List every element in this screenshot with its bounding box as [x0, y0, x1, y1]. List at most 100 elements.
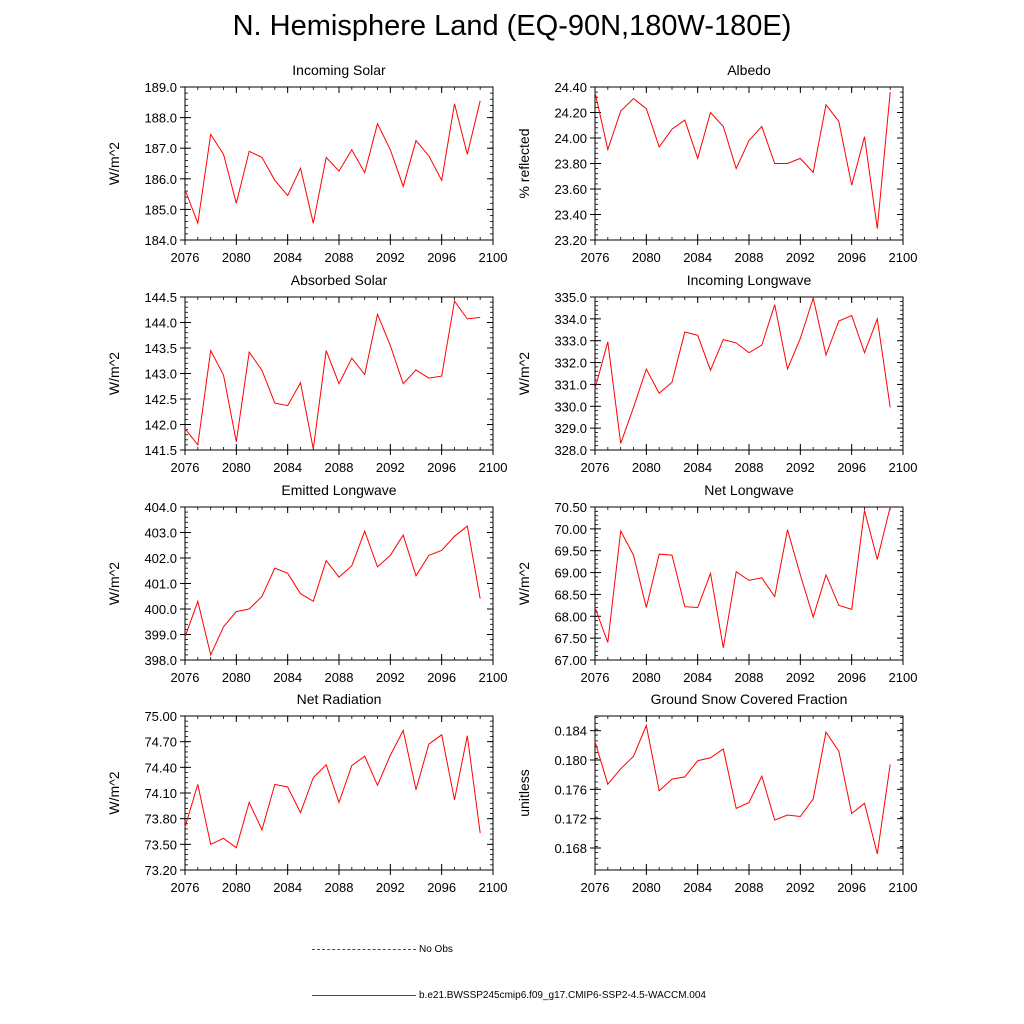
x-tick-label: 2080: [632, 460, 661, 475]
y-tick-label: 187.0: [144, 141, 177, 156]
y-tick-label: 142.5: [144, 392, 177, 407]
x-tick-label: 2100: [479, 250, 508, 265]
x-tick-label: 2100: [479, 880, 508, 895]
y-tick-label: 142.0: [144, 418, 177, 433]
x-tick-label: 2096: [427, 880, 456, 895]
x-tick-label: 2084: [273, 880, 302, 895]
legend-no-obs-label: No Obs: [419, 944, 453, 955]
x-tick-label: 2076: [171, 670, 200, 685]
x-tick-label: 2100: [479, 460, 508, 475]
y-tick-label: 0.184: [554, 724, 587, 739]
y-tick-label: 70.50: [554, 500, 587, 515]
legend-model-line: [312, 994, 416, 996]
y-tick-label: 398.0: [144, 653, 177, 668]
y-tick-label: 67.50: [554, 631, 587, 646]
panel-2: 2076 2080 2084 2088 2092 2096 2100 23.20 23.40 23…: [516, 62, 917, 265]
x-tick-label: 2096: [837, 880, 866, 895]
x-tick-label: 2092: [376, 670, 405, 685]
series-line: [594, 723, 891, 855]
y-tick-label: 189.0: [144, 80, 177, 95]
x-tick-label: 2080: [222, 250, 251, 265]
x-tick-label: 2084: [683, 460, 712, 475]
x-tick-label: 2092: [376, 460, 405, 475]
y-tick-label: 68.50: [554, 587, 587, 602]
legend-no-obs-line: [312, 948, 416, 950]
series-line: [184, 100, 481, 226]
y-tick-label: 70.00: [554, 522, 587, 537]
y-tick-label: 334.0: [554, 312, 587, 327]
x-tick-label: 2088: [325, 460, 354, 475]
plot-frame: [184, 296, 494, 451]
x-tick-label: 2092: [376, 880, 405, 895]
y-tick-label: 0.168: [554, 841, 587, 856]
legend-model: b.e21.BWSSP245cmip6.f09_g17.CMIP6-SSP2-4…: [312, 990, 706, 1001]
y-tick-label: 329.0: [554, 421, 587, 436]
y-axis-label: W/m^2: [516, 352, 532, 395]
plot-frame: [184, 506, 494, 661]
y-tick-label: 143.5: [144, 341, 177, 356]
panel-title: Incoming Longwave: [687, 272, 812, 288]
panel-4: 2076 2080 2084 2088 2092 2096 2100 328.0 329.0 33…: [516, 272, 917, 475]
y-tick-label: 330.0: [554, 399, 587, 414]
y-tick-label: 141.5: [144, 443, 177, 458]
x-tick-label: 2088: [735, 460, 764, 475]
y-tick-label: 24.20: [554, 106, 587, 121]
x-tick-label: 2100: [889, 880, 918, 895]
panel-1: 2076 2080 2084 2088 2092 2096 2100 184.0 185.0 18…: [106, 62, 507, 265]
y-tick-label: 23.80: [554, 157, 587, 172]
panel-7: 2076 2080 2084 2088 2092 2096 2100 73.20 73.50 73…: [106, 691, 507, 895]
plot-frame: [594, 296, 904, 451]
panel-title: Net Longwave: [704, 482, 794, 498]
y-tick-label: 69.00: [554, 566, 587, 581]
y-axis-label: unitless: [516, 769, 532, 816]
x-tick-label: 2076: [581, 250, 610, 265]
panel-5: 2076 2080 2084 2088 2092 2096 2100 398.0 399.0 40…: [106, 482, 507, 685]
series-line: [594, 506, 891, 648]
panel-6: 2076 2080 2084 2088 2092 2096 2100 67.00 67.50 68…: [516, 482, 917, 685]
y-tick-label: 184.0: [144, 233, 177, 248]
y-tick-label: 331.0: [554, 377, 587, 392]
x-tick-label: 2088: [325, 670, 354, 685]
x-tick-label: 2096: [427, 670, 456, 685]
y-axis-label: W/m^2: [106, 352, 122, 395]
x-tick-label: 2076: [581, 670, 610, 685]
y-tick-label: 24.40: [554, 80, 587, 95]
plot-frame: [594, 715, 904, 871]
x-tick-label: 2100: [889, 460, 918, 475]
x-tick-label: 2100: [889, 250, 918, 265]
y-tick-label: 67.00: [554, 653, 587, 668]
x-tick-label: 2096: [837, 670, 866, 685]
panel-title: Albedo: [727, 62, 771, 78]
y-tick-label: 0.172: [554, 812, 587, 827]
y-tick-label: 186.0: [144, 172, 177, 187]
y-tick-label: 333.0: [554, 334, 587, 349]
main-title: N. Hemisphere Land (EQ-90N,180W-180E): [232, 10, 792, 42]
y-tick-label: 23.60: [554, 182, 587, 197]
x-tick-label: 2080: [632, 250, 661, 265]
x-tick-label: 2076: [171, 880, 200, 895]
y-axis-label: % reflected: [516, 128, 532, 198]
panel-title: Absorbed Solar: [291, 272, 388, 288]
x-tick-label: 2080: [222, 460, 251, 475]
x-tick-label: 2084: [683, 670, 712, 685]
x-tick-label: 2092: [786, 460, 815, 475]
y-tick-label: 403.0: [144, 526, 177, 541]
series-line: [184, 729, 481, 849]
x-tick-label: 2096: [427, 250, 456, 265]
y-tick-label: 404.0: [144, 500, 177, 515]
y-tick-label: 335.0: [554, 290, 587, 305]
y-tick-label: 188.0: [144, 111, 177, 126]
x-tick-label: 2088: [325, 880, 354, 895]
legend-model-label: b.e21.BWSSP245cmip6.f09_g17.CMIP6-SSP2-4…: [419, 990, 706, 1001]
legend-no-obs: No Obs: [312, 944, 453, 955]
series-line: [594, 296, 891, 444]
x-tick-label: 2096: [837, 250, 866, 265]
x-tick-label: 2080: [222, 880, 251, 895]
y-tick-label: 73.80: [144, 812, 177, 827]
x-tick-label: 2100: [479, 670, 508, 685]
x-tick-label: 2084: [273, 670, 302, 685]
y-tick-label: 143.0: [144, 367, 177, 382]
y-tick-label: 401.0: [144, 577, 177, 592]
y-tick-label: 0.180: [554, 753, 587, 768]
